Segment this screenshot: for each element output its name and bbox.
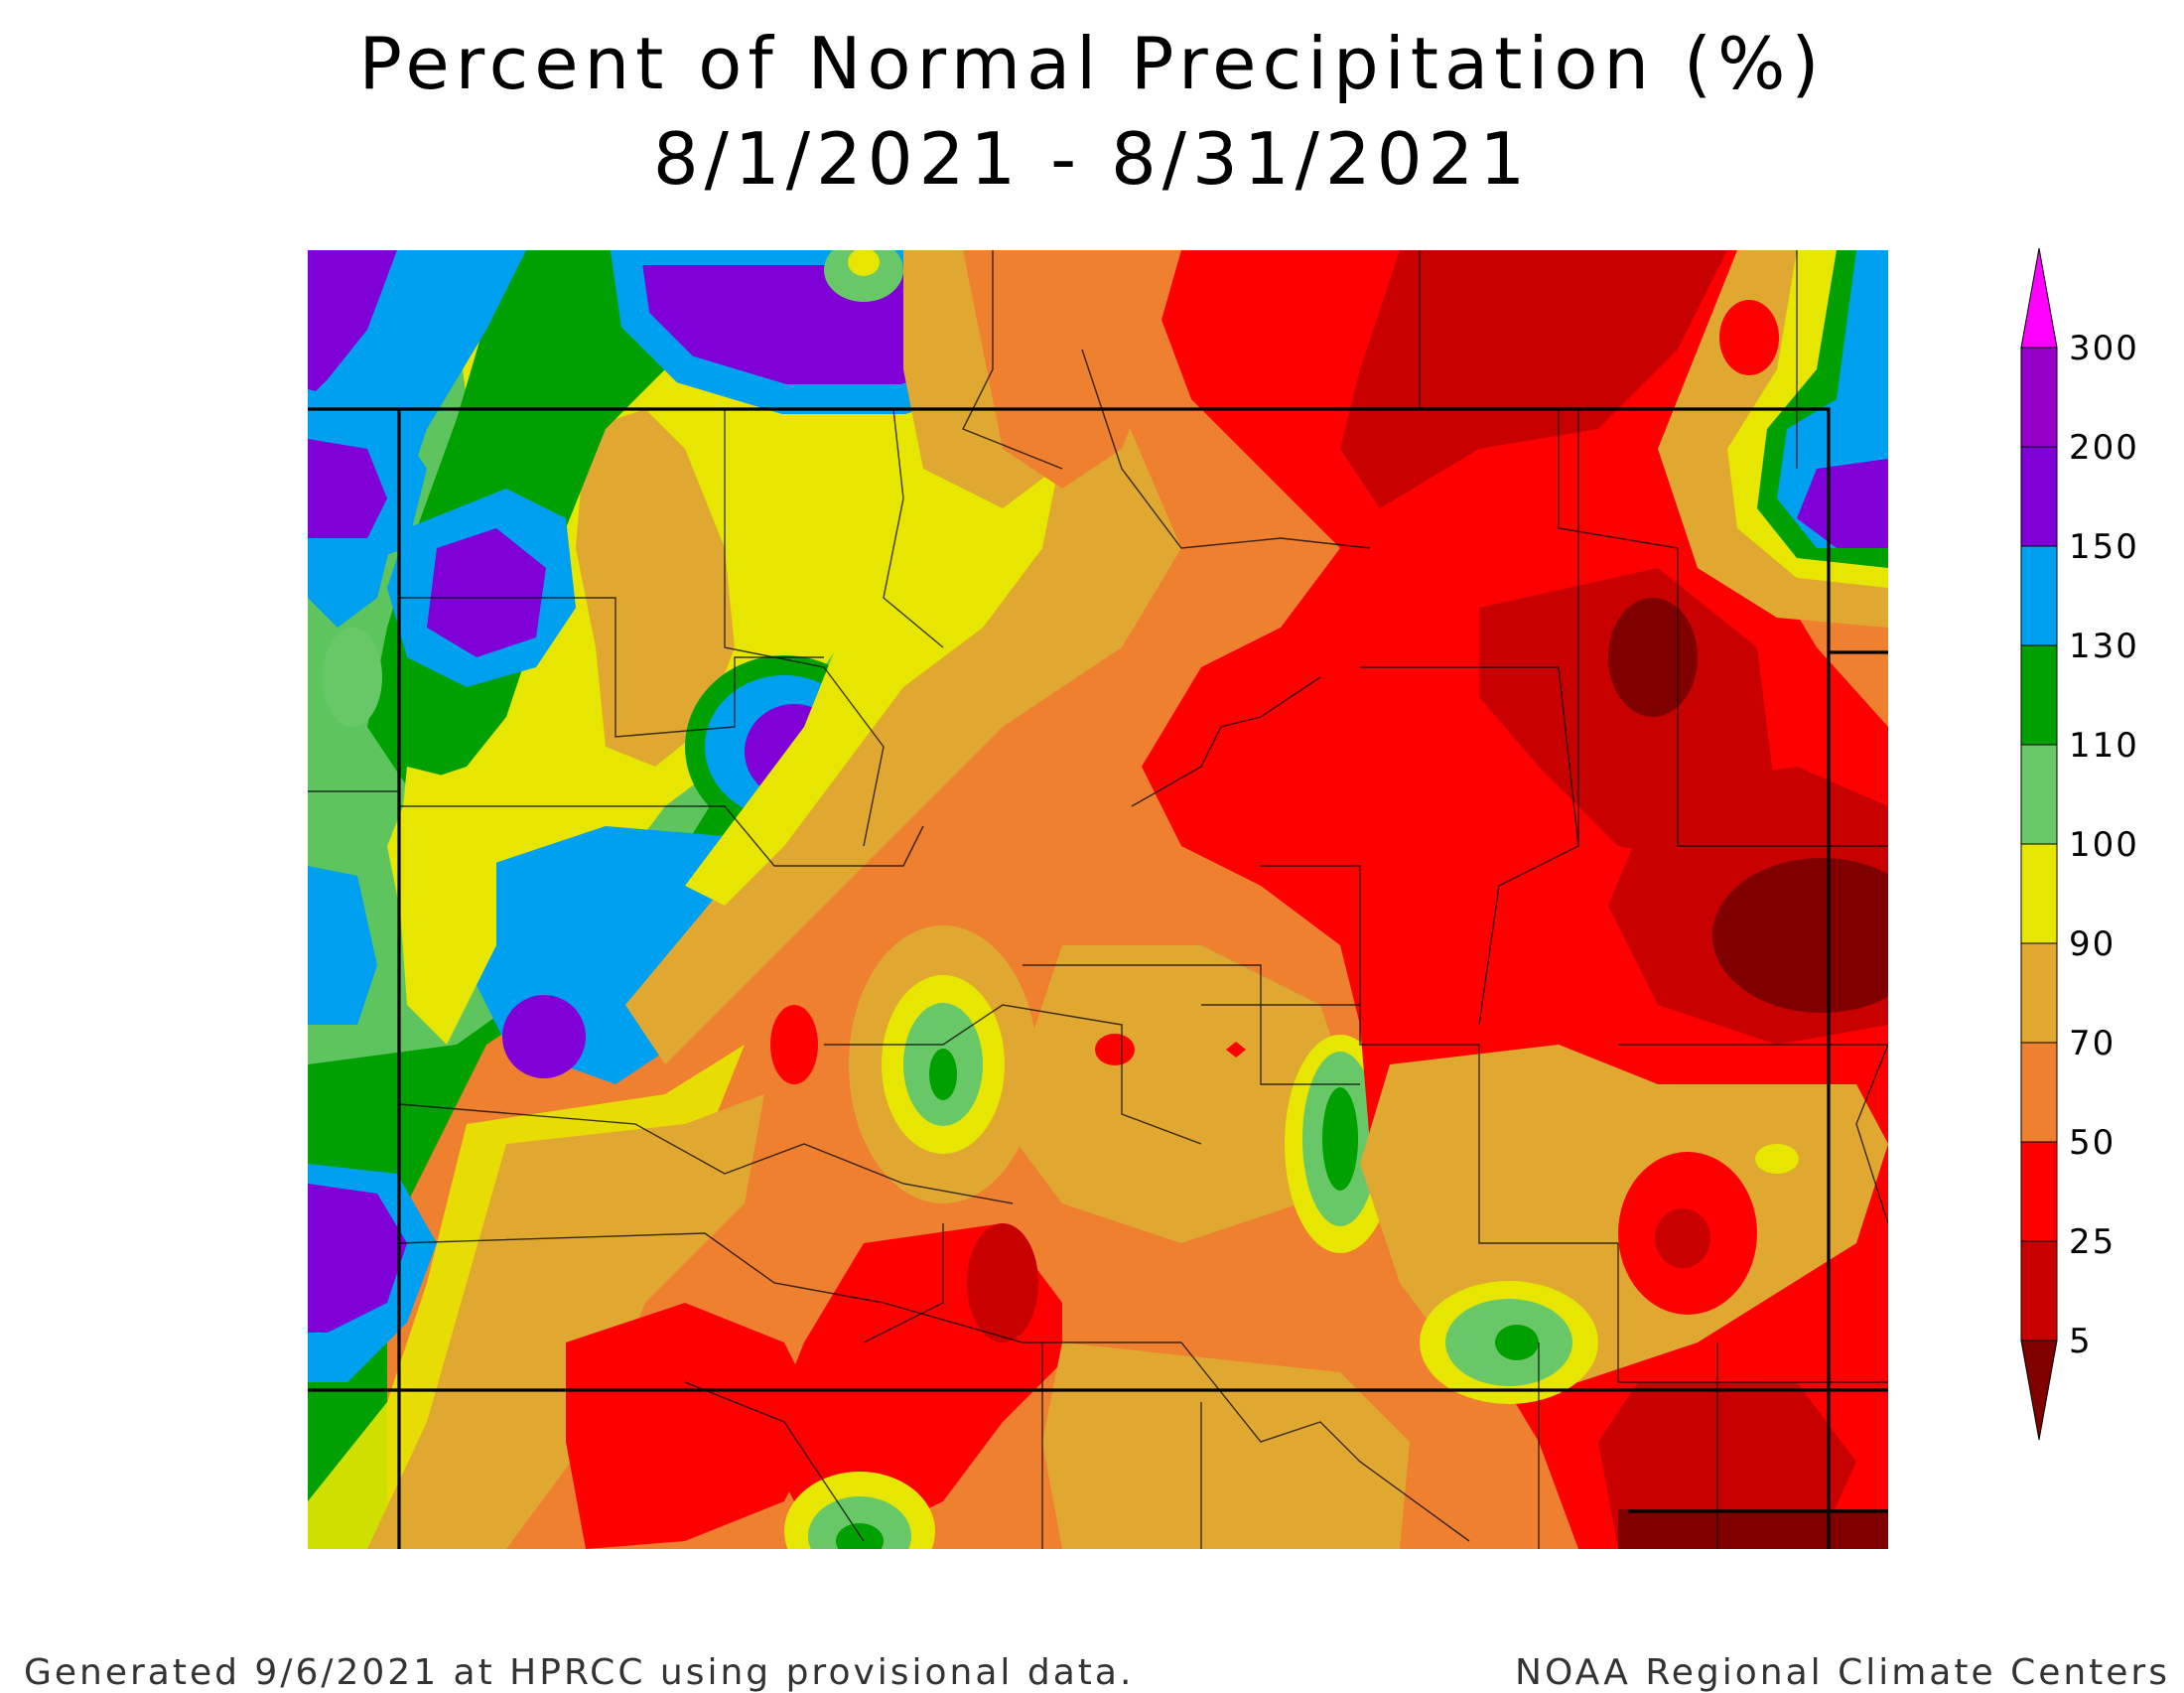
west-purple-2 (427, 528, 546, 657)
legend-label-200: 200 (2069, 428, 2139, 468)
ne-purple (1797, 459, 1888, 548)
south-green-spot (808, 1496, 911, 1549)
legend-label-150: 150 (2069, 527, 2139, 567)
mid-east-red-spot (1095, 1034, 1135, 1065)
legend-bottom-arrow (2020, 1340, 2058, 1441)
legend-swatch-70 (2020, 942, 2058, 1044)
east-darkest-1 (1608, 598, 1698, 717)
legend-label-70: 70 (2069, 1024, 2116, 1063)
legend-label-130: 130 (2069, 627, 2139, 666)
central-yellow (685, 419, 1062, 906)
map-subtitle: 8/1/2021 - 8/31/2021 (652, 117, 1532, 201)
sw-gold-band (367, 1094, 764, 1549)
east-darkest-2 (1712, 858, 1888, 1013)
legend-swatch-50 (2020, 1042, 2058, 1143)
east-yellow-spot (1755, 1144, 1799, 1174)
west-edge-blue (308, 866, 377, 1025)
east-dark-red (1340, 250, 1727, 508)
legend-top-arrow (2020, 248, 2058, 349)
footer-generated-note: Generated 9/6/2021 at HPRCC using provis… (24, 1652, 1135, 1693)
central-gold (625, 409, 1181, 1064)
color-legend: 300 200 150 130 110 100 90 70 50 25 5 (2020, 248, 2139, 1441)
east-green-core (1495, 1325, 1539, 1360)
legend-label-110: 110 (2069, 726, 2139, 766)
south-gold (1042, 1342, 1410, 1549)
west-green-oval (323, 628, 382, 727)
legend-swatch-25 (2020, 1141, 2058, 1242)
se-dark-red (1598, 1382, 1856, 1549)
legend-swatch-130 (2020, 545, 2058, 646)
legend-swatch-110 (2020, 644, 2058, 746)
south-darkred-spot (967, 1223, 1038, 1342)
legend-label-90: 90 (2069, 924, 2116, 964)
legend-swatch-100 (2020, 744, 2058, 845)
legend-label-50: 50 (2069, 1123, 2116, 1163)
legend-label-5: 5 (2069, 1322, 2093, 1361)
north-yellow-spot (848, 250, 880, 276)
legend-swatch-200 (2020, 347, 2058, 448)
sw-corner-purple (308, 1184, 407, 1333)
legend-label-100: 100 (2069, 825, 2139, 865)
central-red-spot (770, 1005, 818, 1084)
state-lines (308, 407, 1888, 1549)
south-red-blob-2 (566, 1303, 824, 1549)
legend-swatch-90 (2020, 843, 2058, 944)
legend-swatch-5 (2020, 1240, 2058, 1341)
legend-swatch-150 (2020, 446, 2058, 547)
legend-label-25: 25 (2069, 1222, 2116, 1262)
east-dark-pocket-2 (1655, 1208, 1710, 1268)
west-gold-2 (397, 767, 496, 1045)
footer-noaa-credit: NOAA Regional Climate Centers (1515, 1652, 2170, 1693)
mid-east-green-dark (1322, 1087, 1358, 1191)
tiny-red-diamond (1226, 1042, 1246, 1058)
precipitation-map (308, 250, 1888, 1549)
west-purple-nw (308, 250, 397, 399)
south-central-green-dark (929, 1049, 957, 1100)
ne-red-spot (1719, 300, 1779, 375)
legend-label-300: 300 (2069, 329, 2139, 368)
north-central-orange (963, 250, 1201, 489)
map-title: Percent of Normal Precipitation (%) (358, 22, 1826, 105)
sw-purple-spot (502, 995, 586, 1078)
se-darkest (1618, 1509, 1888, 1549)
west-purple-left (308, 439, 387, 538)
